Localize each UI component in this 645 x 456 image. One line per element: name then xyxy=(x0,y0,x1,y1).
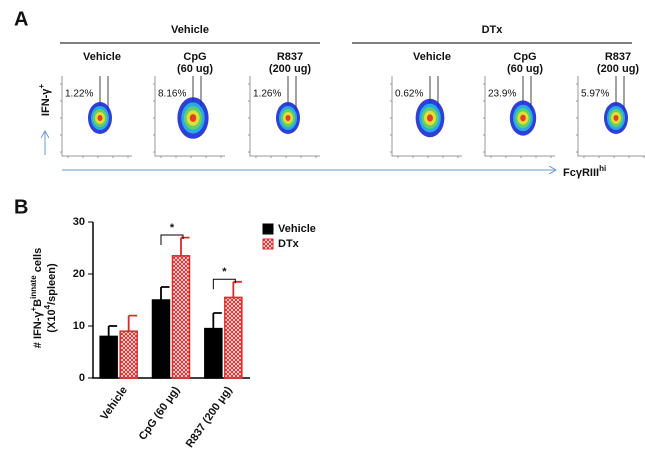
y-tick-label: 20 xyxy=(73,268,85,280)
plot-title: Vehicle xyxy=(413,51,451,63)
gate-percent: 5.97% xyxy=(581,89,609,100)
bar xyxy=(99,335,118,379)
x-tick-label: Vehicle xyxy=(98,385,130,423)
x-tick-label: R837 (200 μg) xyxy=(184,384,235,450)
bar xyxy=(204,327,223,379)
y-axis-label: # IFN-γ+Binnate cells xyxy=(29,248,44,348)
bar xyxy=(224,296,243,379)
y-axis-label-part: + xyxy=(37,84,46,89)
dot-density xyxy=(613,115,619,121)
dot-density xyxy=(427,114,433,122)
y-axis-label: IFN-γ+ xyxy=(37,84,52,117)
y-axis-label-part: cells xyxy=(32,248,44,276)
plot-axes xyxy=(154,76,225,157)
y-axis-label-part: innate xyxy=(29,275,38,299)
bar xyxy=(119,330,138,379)
plot-title: R837 xyxy=(277,51,303,63)
y-tick-label: 10 xyxy=(73,320,85,332)
legend-swatch xyxy=(262,223,274,235)
plot-axes xyxy=(484,76,555,157)
group-label: Vehicle xyxy=(171,24,209,36)
x-axis-label: FcγRIIIhi xyxy=(563,164,606,179)
y-axis-label-part: /spleen) xyxy=(46,263,58,305)
error-bar xyxy=(127,314,138,332)
y-axis-label-part: 4 xyxy=(43,304,52,309)
y-axis-label-part: (X10 xyxy=(46,309,58,332)
plot-title: (60 ug) xyxy=(177,63,213,75)
plot-axes xyxy=(577,76,645,157)
y-axis-label-part: # IFN-γ xyxy=(32,311,44,349)
gate-percent: 23.9% xyxy=(488,89,516,100)
gate-percent: 8.16% xyxy=(158,89,186,100)
plot-axes xyxy=(61,76,132,157)
error-bar xyxy=(107,325,118,337)
y-axis-label-part: B xyxy=(32,299,44,307)
legend-swatch xyxy=(262,238,274,250)
error-bar xyxy=(212,312,222,329)
plot-title: R837 xyxy=(605,51,631,63)
panel-letter: A xyxy=(14,8,28,30)
dot-density xyxy=(285,115,291,121)
error-bar xyxy=(232,280,242,298)
y-tick-label: 30 xyxy=(73,216,85,228)
plot-title: CpG xyxy=(513,51,536,63)
plot-title: (60 ug) xyxy=(507,63,543,75)
y-axis-label: (X104/spleen) xyxy=(43,263,58,333)
error-bar xyxy=(180,236,190,256)
dot-density xyxy=(97,115,103,121)
dot-density xyxy=(520,114,526,122)
significance-star: * xyxy=(222,266,227,278)
group-label: DTx xyxy=(482,24,504,36)
significance-star: * xyxy=(170,222,175,234)
plot-axes xyxy=(249,76,320,157)
x-axis-label-part: FcγRIII xyxy=(563,167,599,179)
significance-bracket xyxy=(160,234,184,245)
plot-title: (200 ug) xyxy=(269,63,312,75)
gate-percent: 1.26% xyxy=(253,89,281,100)
y-axis-label-part: IFN-γ xyxy=(40,88,52,116)
legend-label: DTx xyxy=(278,238,300,250)
y-axis-label-part: + xyxy=(29,307,38,312)
error-bar xyxy=(160,286,170,300)
significance-bracket xyxy=(212,278,236,290)
gate-percent: 1.22% xyxy=(65,89,93,100)
plot-title: CpG xyxy=(183,51,206,63)
y-tick-label: 0 xyxy=(79,372,85,384)
plot-title: (200 ug) xyxy=(597,63,640,75)
plot-axes xyxy=(391,76,462,157)
x-tick-label: CpG (60 μg) xyxy=(137,384,183,442)
panel-letter: B xyxy=(14,196,28,218)
x-axis-label-part: hi xyxy=(599,164,606,173)
bar xyxy=(171,255,191,379)
bar xyxy=(151,299,171,379)
plot-title: Vehicle xyxy=(83,51,121,63)
legend-label: Vehicle xyxy=(278,223,316,235)
dot-density xyxy=(189,114,197,122)
gate-percent: 0.62% xyxy=(395,89,423,100)
